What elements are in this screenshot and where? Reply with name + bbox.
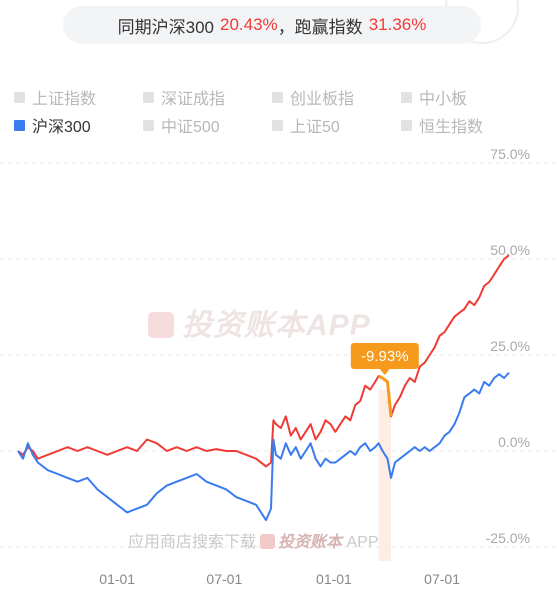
- watermark-footer-brand: 投资账本: [278, 534, 343, 551]
- app-logo-small-icon: [260, 534, 276, 549]
- legend-item-chinext[interactable]: 创业板指: [272, 86, 401, 108]
- legend-item-hangseng[interactable]: 恒生指数: [401, 114, 530, 136]
- y-tick-label: 0.0%: [498, 434, 530, 450]
- legend-item-csi500[interactable]: 中证500: [143, 114, 272, 136]
- portfolio-line: [17, 254, 510, 468]
- legend-swatch: [272, 119, 283, 131]
- x-tick-label: 07-01: [424, 571, 460, 587]
- legend-swatch: [401, 119, 412, 131]
- legend-label: 中证500: [161, 119, 220, 136]
- legend-swatch: [143, 119, 154, 131]
- legend-swatch: [14, 91, 25, 103]
- drawdown-label-pointer: [379, 369, 390, 375]
- drawdown-label: -9.93%: [361, 348, 409, 365]
- app-logo-icon: [148, 312, 174, 338]
- drawdown-band: [378, 390, 391, 561]
- watermark-main: 投资账本APP: [148, 300, 371, 344]
- summary-prefix: 同期沪深300: [117, 17, 215, 37]
- watermark-footer: 应用商店搜索下载 投资账本 APP: [128, 528, 379, 552]
- legend-label: 恒生指数: [419, 119, 484, 136]
- y-tick-label: 25.0%: [490, 338, 530, 354]
- legend-item-csi300[interactable]: 沪深300: [14, 114, 143, 136]
- x-tick-label: 01-01: [99, 571, 135, 587]
- legend-item-shenzhen[interactable]: 深证成指: [143, 86, 272, 108]
- watermark-text: 投资账本APP: [182, 309, 371, 342]
- legend-item-shanghai[interactable]: 上证指数: [14, 86, 143, 108]
- index-legend: 上证指数 深证成指 创业板指 中小板 沪深300 中证500 上证50 恒生指数: [14, 86, 544, 136]
- legend-label: 沪深300: [32, 119, 91, 136]
- x-tick-label: 07-01: [206, 571, 242, 587]
- drawdown-label-bg: [350, 343, 419, 369]
- y-tick-label: 50.0%: [490, 242, 530, 258]
- legend-item-sme[interactable]: 中小板: [401, 86, 530, 108]
- summary-separator: ，跑赢指数: [277, 17, 363, 37]
- legend-swatch: [401, 91, 412, 103]
- legend-label: 创业板指: [290, 91, 355, 108]
- y-tick-label: 75.0%: [490, 146, 530, 162]
- drawdown-segment: [377, 374, 393, 417]
- legend-label: 中小板: [419, 91, 468, 108]
- performance-summary: 同期沪深300 20.43% ，跑赢指数 31.36%: [63, 6, 481, 44]
- legend-swatch: [272, 91, 283, 103]
- x-tick-label: 01-01: [316, 571, 352, 587]
- watermark-footer-suffix: APP: [346, 534, 379, 551]
- legend-label: 上证指数: [32, 91, 97, 108]
- index-return-value: 20.43%: [220, 15, 278, 34]
- excess-return-value: 31.36%: [368, 15, 427, 34]
- y-tick-label: -25.0%: [486, 530, 530, 546]
- legend-swatch: [143, 91, 154, 103]
- legend-swatch: [14, 119, 25, 131]
- legend-label: 深证成指: [161, 91, 226, 108]
- index-line: [17, 372, 510, 522]
- legend-item-sse50[interactable]: 上证50: [272, 114, 401, 136]
- watermark-footer-prefix: 应用商店搜索下载: [128, 534, 257, 551]
- legend-label: 上证50: [290, 119, 340, 136]
